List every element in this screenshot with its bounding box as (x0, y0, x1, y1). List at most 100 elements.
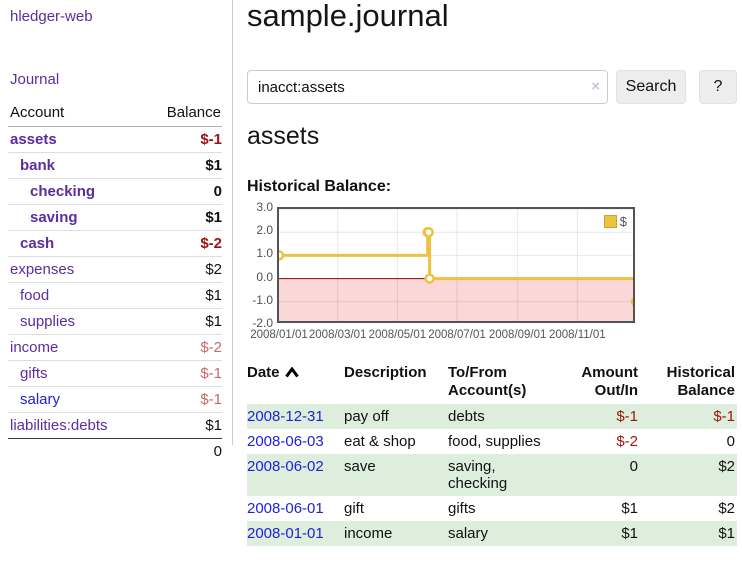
account-heading: assets (247, 122, 320, 150)
transaction-date-link[interactable]: 2008-06-01 (247, 500, 324, 517)
sidebar-account-link-salary[interactable]: salary (20, 391, 61, 408)
transaction-amount: 0 (560, 454, 646, 496)
accounts-total-row: 0 (8, 438, 222, 465)
x-axis-tick: 2008/05/01 (368, 329, 427, 341)
y-axis-tick: -1.0 (252, 292, 273, 307)
account-row: checking 0 (8, 178, 222, 205)
transaction-balance: 0 (726, 433, 735, 450)
transaction-accounts: gifts (448, 500, 476, 517)
sidebar-account-link-expenses[interactable]: expenses (10, 261, 75, 278)
chart-title: Historical Balance: (247, 178, 392, 195)
search-bar: × Search ? (247, 70, 742, 104)
accounts-header-balance: Balance (143, 100, 222, 127)
y-axis-tick: -2.0 (252, 316, 273, 330)
transaction-description: gift (344, 500, 365, 517)
y-axis-tick: 0.0 (256, 269, 273, 284)
register-row: 2008-06-03 eat & shop food, supplies $-2 0 (247, 429, 737, 454)
transaction-date-link[interactable]: 2008-12-31 (247, 408, 324, 425)
account-balance: $1 (205, 209, 222, 226)
transaction-amount: $1 (621, 500, 638, 517)
transaction-accounts: food, supplies (448, 433, 541, 450)
account-balance: $-2 (200, 235, 222, 252)
account-balance: $-2 (200, 339, 222, 356)
search-button[interactable]: Search (616, 70, 686, 104)
account-balance: $-1 (200, 391, 222, 408)
account-row: expenses $2 (8, 256, 222, 283)
register-row: 2008-01-01 income salary $1 $1 (247, 521, 737, 546)
search-input[interactable] (247, 70, 608, 104)
sort-ascending-icon (284, 366, 299, 378)
account-balance: $-1 (200, 365, 222, 382)
transaction-amount: $-1 (560, 404, 646, 429)
account-balance: $1 (205, 287, 222, 304)
sidebar-account-link-gifts[interactable]: gifts (20, 365, 48, 382)
sidebar-account-link-bank[interactable]: bank (20, 157, 56, 174)
sidebar-account-link-liabilities-debts[interactable]: liabilities:debts (10, 417, 108, 434)
transaction-description: income (344, 521, 448, 546)
accounts-header-account: Account (8, 100, 144, 127)
account-row: bank $1 (8, 152, 222, 179)
account-balance: $-1 (200, 131, 222, 148)
account-balance: 0 (213, 183, 222, 200)
transaction-amount: $-2 (616, 433, 638, 450)
register-row: 2008-06-01 gift gifts $1 $2 (247, 496, 737, 521)
clear-search-icon[interactable]: × (591, 78, 600, 95)
sidebar-account-link-checking[interactable]: checking (30, 183, 96, 200)
sidebar-account-link-assets[interactable]: assets (10, 131, 57, 148)
help-button[interactable]: ? (699, 70, 737, 104)
register-column-header: Description (344, 364, 427, 381)
account-row: saving $1 (8, 204, 222, 231)
register-column-header: To/From Account(s) (448, 364, 527, 399)
x-axis-tick: 2008/11/01 (548, 329, 606, 341)
account-row: food $1 (8, 282, 222, 309)
register-column-header[interactable]: Date (247, 364, 280, 381)
account-balance: $1 (205, 157, 222, 174)
transaction-date-link[interactable]: 2008-06-03 (247, 433, 324, 450)
accounts-table: Account Balance assets $-1 bank $1 checking 0… (8, 100, 222, 464)
account-row: liabilities:debts $1 (8, 412, 222, 439)
sidebar-account-link-income[interactable]: income (10, 339, 59, 356)
legend-swatch-icon (603, 215, 617, 228)
transaction-balance: $1 (646, 521, 737, 546)
account-balance: $1 (205, 313, 222, 330)
transaction-accounts: debts (448, 404, 560, 429)
transaction-date-link[interactable]: 2008-01-01 (247, 525, 324, 542)
main-content: sample.journal × Search ? assets Histori… (247, 0, 742, 582)
app-brand-link[interactable]: hledger-web (10, 8, 93, 25)
sidebar-account-link-supplies[interactable]: supplies (20, 313, 76, 330)
legend-label: $ (619, 214, 627, 229)
register-column-header: Historical Balance (666, 364, 735, 399)
transaction-balance: $2 (646, 454, 737, 496)
sidebar-item-journal[interactable]: Journal (10, 71, 60, 88)
transaction-description: save (344, 454, 448, 496)
x-axis-tick: 2008/09/01 (488, 329, 547, 341)
account-row: cash $-2 (8, 230, 222, 257)
historical-balance-chart: $ 3.0 2.0 1.0 0.0 -1.0 -2.0 2008/01/01 2008/03… (247, 200, 667, 348)
sidebar-account-link-saving[interactable]: saving (30, 209, 78, 226)
register-row: 2008-06-02 save saving, checking 0 $2 (247, 454, 737, 496)
account-balance: $1 (205, 417, 222, 434)
y-axis-tick: 2.0 (256, 223, 273, 238)
sidebar-account-link-cash[interactable]: cash (20, 235, 55, 252)
transaction-balance: $2 (718, 500, 735, 517)
transaction-description: pay off (344, 404, 448, 429)
chart-legend: $ (601, 213, 629, 230)
register-row: 2008-12-31 pay off debts $-1 $-1 (247, 404, 737, 429)
account-row: income $-2 (8, 334, 222, 361)
x-axis-tick: 2008/07/01 (428, 329, 486, 341)
y-axis-tick: 1.0 (256, 246, 273, 261)
transaction-accounts: saving, checking (448, 454, 560, 496)
account-row: assets $-1 (8, 127, 222, 153)
transaction-date-link[interactable]: 2008-06-02 (247, 458, 324, 475)
sidebar-account-link-food[interactable]: food (20, 287, 50, 304)
x-axis-tick: 2008/01/01 (250, 329, 308, 341)
sidebar: hledger-web Journal Account Balance asse… (0, 0, 233, 460)
y-axis-tick: 3.0 (256, 200, 273, 214)
transaction-description: eat & shop (344, 433, 416, 450)
register-column-header: Amount Out/In (581, 364, 638, 399)
register-table: Date Description To/From Account(s) Amount … (247, 360, 737, 546)
account-row: salary $-1 (8, 386, 222, 413)
transaction-balance: $-1 (646, 404, 737, 429)
transaction-accounts: salary (448, 521, 560, 546)
account-row: supplies $1 (8, 308, 222, 335)
